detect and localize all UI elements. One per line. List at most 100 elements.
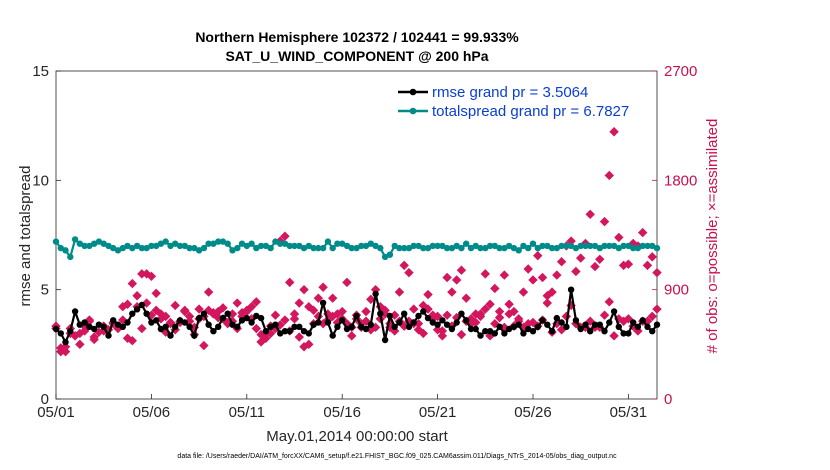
- rmse-point: [405, 323, 413, 330]
- rmse-point: [582, 321, 589, 328]
- rmse-point: [420, 308, 427, 315]
- obs-assimilated-point: [399, 260, 409, 271]
- obs-assimilated-point: [213, 306, 223, 317]
- rmse-point: [305, 330, 312, 337]
- obs-assimilated-point: [590, 261, 600, 272]
- totalspread-point: [267, 244, 274, 252]
- totalspread-point: [248, 240, 255, 247]
- rmse-point: [162, 323, 169, 330]
- rmse-point: [572, 317, 580, 324]
- totalspread-point: [286, 242, 293, 250]
- totalspread-point: [62, 247, 69, 254]
- rmse-point: [596, 321, 603, 328]
- rmse-point: [434, 321, 441, 328]
- totalspread-point: [644, 242, 651, 250]
- totalspread-point: [124, 242, 131, 250]
- totalspread-point: [348, 244, 355, 252]
- rmse-point: [62, 338, 69, 346]
- totalspread-point: [477, 244, 484, 252]
- obs-assimilated-point: [642, 260, 653, 271]
- rmse-point: [630, 319, 637, 326]
- rmse-point: [224, 310, 231, 317]
- totalspread-point: [253, 244, 260, 252]
- legend-spread-label: totalspread grand pr = 6.7827: [432, 103, 629, 120]
- obs-assimilated-point: [604, 170, 615, 181]
- totalspread-point: [434, 242, 441, 250]
- obs-assimilated-point: [547, 287, 557, 297]
- totalspread-point: [620, 242, 627, 250]
- rmse-point: [377, 310, 384, 317]
- rmse-point: [463, 317, 470, 324]
- y-right-tick-label: 0: [664, 391, 672, 408]
- obs-possible-point: [313, 293, 324, 303]
- rmse-point: [129, 310, 136, 317]
- rmse-point: [191, 332, 198, 339]
- obs-assimilated-point: [623, 259, 634, 269]
- totalspread-point: [649, 242, 656, 250]
- obs-assimilated-point: [280, 231, 290, 241]
- rmse-point: [277, 330, 284, 337]
- obs-assimilated-point: [170, 300, 180, 311]
- totalspread-point: [539, 242, 546, 250]
- obs-possible-point: [609, 331, 619, 341]
- rmse-point: [467, 325, 475, 333]
- obs-assimilated-point: [404, 267, 414, 278]
- obs-assimilated-point: [261, 333, 271, 343]
- rmse-point: [243, 314, 250, 322]
- rmse-point: [453, 319, 460, 326]
- rmse-point: [391, 323, 398, 330]
- obs-assimilated-point: [151, 288, 161, 299]
- rmse-point: [610, 308, 618, 315]
- rmse-point: [143, 310, 150, 317]
- obs-assimilated-point: [614, 232, 624, 243]
- rmse-point: [367, 321, 374, 328]
- obs-possible-point: [370, 322, 381, 333]
- rmse-point: [153, 317, 160, 324]
- totalspread-point: [143, 244, 150, 252]
- obs-assimilated-point: [528, 275, 538, 285]
- legend-rmse-marker: [409, 88, 417, 96]
- totalspread-point: [114, 247, 122, 254]
- rmse-point: [515, 321, 522, 328]
- obs-possible-point: [599, 310, 610, 320]
- obs-possible-point: [275, 320, 285, 330]
- totalspread-point: [486, 242, 494, 250]
- obs-assimilated-point: [485, 299, 495, 309]
- totalspread-point: [148, 242, 155, 250]
- obs-assimilated-point: [585, 209, 595, 220]
- obs-possible-point: [251, 297, 262, 307]
- totalspread-point: [548, 244, 556, 252]
- obs-assimilated-point: [575, 253, 586, 263]
- obs-possible-point: [652, 304, 662, 314]
- obs-assimilated-point: [494, 306, 505, 317]
- rmse-point: [520, 330, 527, 337]
- obs-assimilated-point: [361, 306, 371, 317]
- plot-area: [55, 70, 658, 400]
- obs-possible-point: [141, 298, 152, 308]
- obs-assimilated-point: [122, 299, 133, 309]
- totalspread-point: [110, 244, 117, 252]
- obs-possible-point: [280, 315, 290, 325]
- rmse-point: [272, 321, 279, 328]
- rmse-point: [329, 332, 336, 339]
- obs-assimilated-point: [571, 266, 581, 277]
- totalspread-point: [386, 251, 394, 258]
- totalspread-point: [238, 240, 246, 247]
- obs-assimilated-point: [285, 277, 295, 288]
- rmse-point: [644, 323, 651, 330]
- obs-possible-point: [494, 312, 505, 323]
- rmse-point: [133, 306, 141, 313]
- x-tick-label: 05/16: [323, 404, 361, 421]
- totalspread-point: [563, 242, 570, 250]
- obs-assimilated-point: [609, 127, 619, 137]
- rmse-point: [291, 323, 298, 330]
- obs-assimilated-point: [270, 310, 281, 320]
- obs-assimilated-point: [394, 287, 405, 297]
- y-right-tick-label: 2700: [664, 63, 697, 80]
- rmse-point: [67, 328, 74, 335]
- rmse-point: [300, 328, 308, 335]
- obs-assimilated-point: [437, 326, 448, 336]
- rmse-point: [472, 325, 479, 333]
- rmse-point: [52, 325, 60, 333]
- legend: rmse grand pr = 3.5064 totalspread grand…: [393, 81, 640, 120]
